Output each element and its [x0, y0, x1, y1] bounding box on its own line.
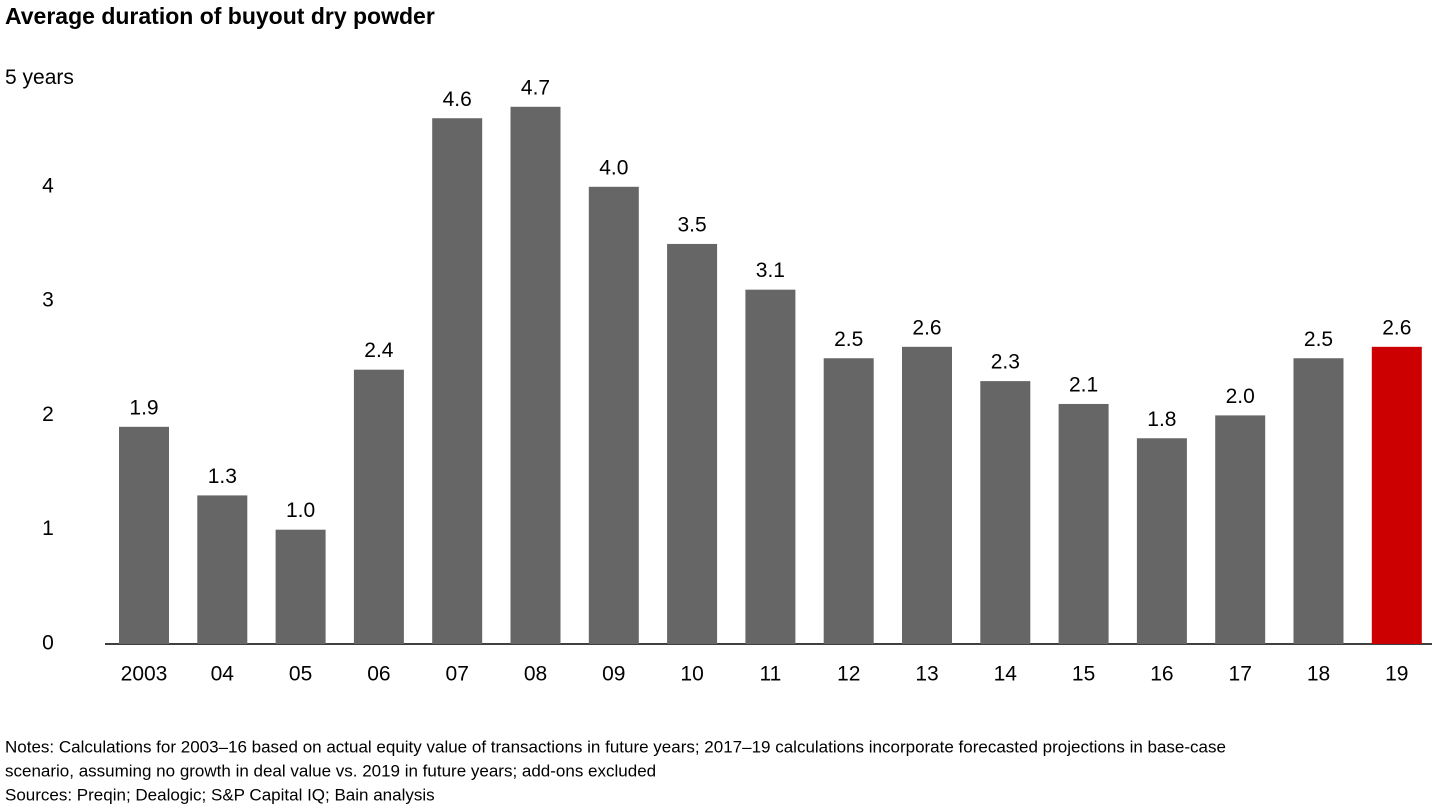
y-tick-label: 5 years — [5, 66, 74, 89]
note: scenario, assuming no growth in deal val… — [5, 761, 656, 780]
bar — [1215, 415, 1266, 644]
data-label: 4.7 — [521, 76, 550, 99]
bar — [745, 289, 796, 644]
data-label: 1.0 — [286, 499, 315, 522]
bar — [432, 118, 483, 645]
bar — [353, 369, 404, 644]
data-label: 2.6 — [1382, 316, 1411, 339]
data-label: 2.0 — [1226, 385, 1255, 408]
data-label: 2.6 — [912, 316, 941, 339]
bar — [1293, 358, 1344, 644]
x-tick-label: 06 — [367, 663, 390, 686]
x-tick-label: 11 — [759, 663, 781, 686]
bar — [275, 529, 326, 644]
x-tick-label: 12 — [837, 663, 860, 686]
data-label: 1.9 — [129, 396, 158, 419]
data-label: 2.1 — [1069, 374, 1098, 397]
x-tick-label: 10 — [680, 663, 703, 686]
x-tick-label: 04 — [211, 663, 235, 686]
data-label: 2.3 — [991, 351, 1020, 374]
bar — [902, 346, 952, 644]
x-tick-label: 09 — [602, 663, 625, 686]
bar — [980, 381, 1031, 644]
bar — [510, 106, 561, 645]
bar — [823, 358, 874, 644]
x-tick-label: 17 — [1229, 663, 1252, 686]
bar — [588, 186, 639, 645]
bar — [1371, 346, 1422, 644]
y-tick-label: 4 — [42, 174, 54, 197]
y-tick-label: 0 — [42, 632, 54, 655]
data-label: 4.6 — [443, 88, 472, 111]
sources: Sources: Preqin; Dealogic; S&P Capital I… — [5, 785, 435, 804]
y-tick-label: 1 — [42, 517, 54, 540]
x-tick-label: 19 — [1385, 663, 1408, 686]
data-label: 1.8 — [1147, 408, 1176, 431]
data-label: 2.5 — [834, 328, 863, 351]
y-tick-label: 2 — [42, 403, 54, 426]
data-label: 3.5 — [677, 213, 706, 236]
note: Notes: Calculations for 2003–16 based on… — [5, 737, 1226, 756]
bar — [667, 243, 718, 644]
bar — [1058, 403, 1109, 644]
data-label: 3.1 — [756, 259, 785, 282]
chart-title: Average duration of buyout dry powder — [5, 3, 435, 29]
x-tick-label: 08 — [524, 663, 547, 686]
data-label: 2.4 — [364, 339, 394, 362]
x-tick-label: 07 — [446, 663, 469, 686]
x-tick-label: 13 — [915, 663, 938, 686]
data-label: 1.3 — [208, 465, 237, 488]
data-label: 4.0 — [599, 156, 628, 179]
x-tick-label: 16 — [1150, 663, 1173, 686]
x-tick-label: 15 — [1072, 663, 1095, 686]
data-label: 2.5 — [1304, 328, 1333, 351]
bar — [119, 426, 169, 644]
x-tick-label: 14 — [994, 663, 1018, 686]
x-tick-label: 2003 — [121, 663, 168, 686]
bar — [1136, 438, 1187, 644]
y-tick-label: 3 — [42, 289, 54, 312]
bar — [197, 495, 248, 644]
x-tick-label: 18 — [1307, 663, 1330, 686]
x-tick-label: 05 — [289, 663, 312, 686]
